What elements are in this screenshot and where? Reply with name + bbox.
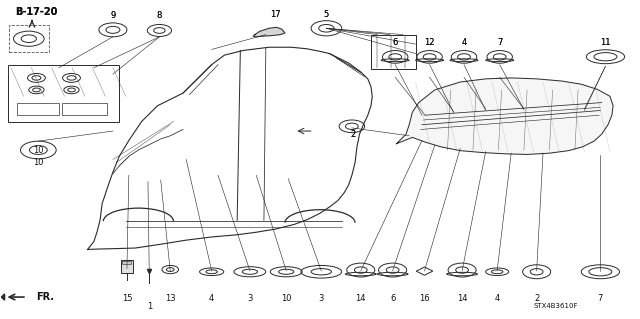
- Text: 4: 4: [495, 294, 500, 303]
- Text: 2: 2: [534, 294, 540, 303]
- Text: 2: 2: [351, 130, 356, 139]
- Text: 9: 9: [110, 11, 116, 20]
- Text: STX4B3610F: STX4B3610F: [534, 303, 578, 308]
- Text: 12: 12: [424, 38, 435, 47]
- Polygon shape: [396, 78, 613, 154]
- Text: 2: 2: [351, 130, 356, 139]
- Text: FR.: FR.: [36, 292, 54, 302]
- Bar: [122, 261, 131, 264]
- Text: 17: 17: [270, 10, 281, 19]
- Text: 5: 5: [324, 10, 329, 19]
- Text: 6: 6: [392, 38, 398, 47]
- Text: 8: 8: [157, 11, 162, 20]
- Text: 7: 7: [497, 38, 502, 47]
- Text: 6: 6: [390, 294, 396, 303]
- Polygon shape: [253, 27, 285, 37]
- Text: 4: 4: [209, 294, 214, 303]
- Text: 3: 3: [247, 294, 253, 303]
- Text: 7: 7: [598, 294, 603, 303]
- Text: 10: 10: [281, 294, 291, 303]
- Text: 8: 8: [157, 11, 162, 20]
- Text: 4: 4: [461, 38, 467, 47]
- Text: 11: 11: [600, 38, 611, 47]
- Text: 5: 5: [324, 10, 329, 19]
- Text: 4: 4: [461, 38, 467, 47]
- Text: 14: 14: [356, 294, 366, 303]
- Text: 6: 6: [392, 38, 398, 47]
- Text: 9: 9: [110, 11, 116, 20]
- Text: 10: 10: [33, 145, 44, 154]
- Text: B-17-20: B-17-20: [15, 6, 58, 17]
- Text: 15: 15: [122, 294, 132, 303]
- Text: B-17-20: B-17-20: [15, 6, 58, 17]
- Text: 11: 11: [600, 38, 611, 47]
- Text: 10: 10: [33, 158, 44, 167]
- Bar: [120, 260, 133, 273]
- Text: 14: 14: [457, 294, 467, 303]
- Text: 16: 16: [419, 294, 430, 303]
- Text: 12: 12: [424, 38, 435, 47]
- Text: 7: 7: [497, 38, 502, 47]
- Text: 13: 13: [165, 294, 175, 303]
- Text: 17: 17: [270, 10, 281, 19]
- Polygon shape: [1, 294, 4, 300]
- Text: 3: 3: [319, 294, 324, 303]
- Text: 1: 1: [147, 302, 152, 311]
